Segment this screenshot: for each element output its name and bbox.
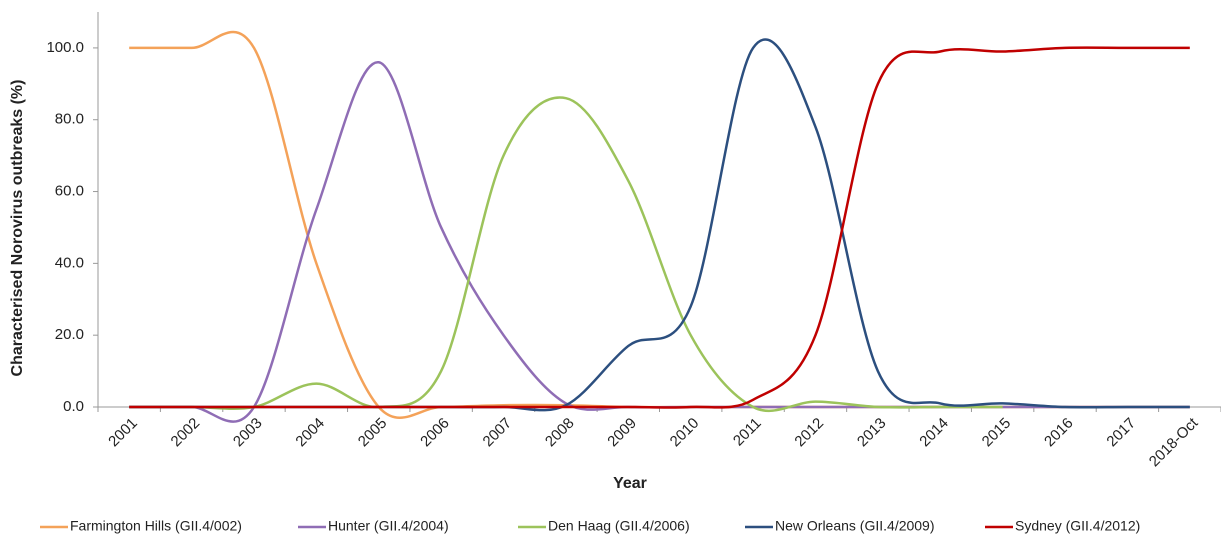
x-tick-label: 2007	[480, 415, 516, 451]
legend-text: Farmington Hills (GII.4/002)	[70, 518, 242, 534]
x-tick-label: 2011	[730, 415, 765, 450]
x-tick-label: 2002	[168, 415, 204, 451]
line	[129, 38, 1190, 412]
y-tick-label: 0.0	[63, 398, 84, 415]
x-tick-label: 2003	[230, 415, 266, 451]
legend-text: Den Haag (GII.4/2006)	[548, 518, 690, 534]
x-tick-label: 2017	[1103, 415, 1139, 451]
x-tick-label: 2018-Oct	[1146, 414, 1202, 470]
x-axis-title: Year	[613, 475, 647, 492]
x-tick-label: 2013	[854, 415, 890, 451]
x-tick-label: 2012	[791, 415, 827, 451]
x-tick-label: 2015	[979, 415, 1015, 451]
y-tick-label: 60.0	[55, 183, 84, 200]
line	[129, 30, 1190, 419]
x-tick-label: 2001	[105, 415, 141, 451]
y-axis-title: Characterised Norovirus outbreaks (%)	[9, 80, 26, 377]
legend-text: New Orleans (GII.4/2009)	[775, 518, 935, 534]
x-tick-label: 2005	[355, 415, 391, 451]
x-tick-label: 2004	[292, 415, 328, 451]
x-tick-label: 2016	[1041, 415, 1077, 451]
y-tick-label: 100.0	[46, 39, 84, 56]
x-tick-label: 2009	[604, 415, 640, 451]
y-tick-label: 80.0	[55, 111, 84, 128]
legend-text: Hunter (GII.4/2004)	[328, 518, 449, 534]
line	[129, 61, 1190, 423]
line	[129, 96, 1003, 413]
x-tick-label: 2010	[667, 415, 703, 451]
legend-text: Sydney (GII.4/2012)	[1015, 518, 1140, 534]
x-tick-label: 2008	[542, 415, 578, 451]
y-tick-label: 40.0	[55, 254, 84, 271]
x-tick-label: 2006	[417, 415, 453, 451]
y-tick-label: 20.0	[55, 326, 84, 343]
line	[129, 46, 1190, 409]
x-tick-label: 2014	[916, 415, 952, 451]
